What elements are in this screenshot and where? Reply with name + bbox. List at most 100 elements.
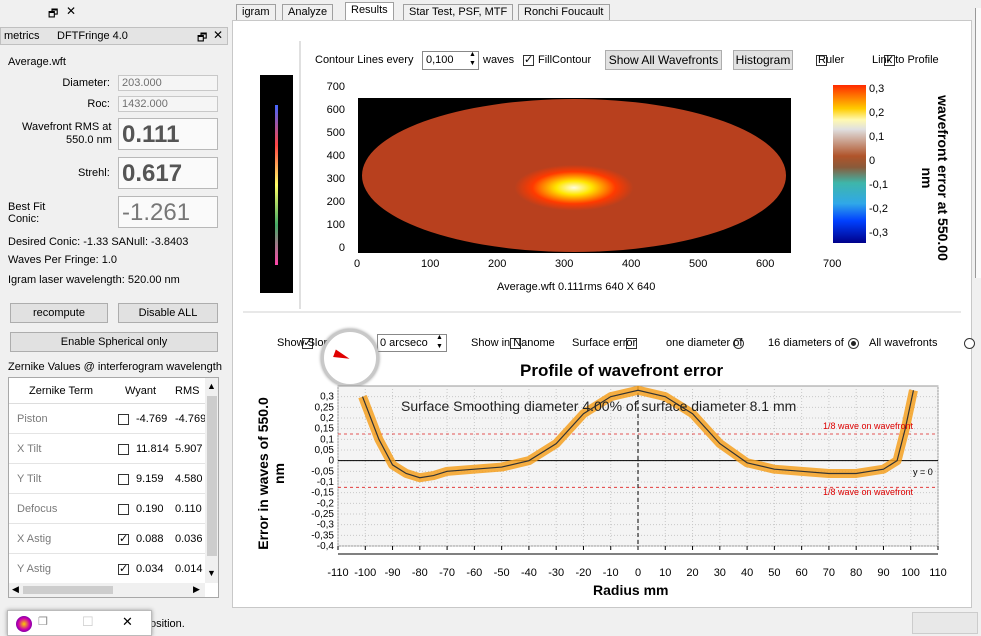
taskbar-thumbnail[interactable]: ❐ ☐ ✕ <box>7 610 152 636</box>
contour-spinbox[interactable]: 0,100 ▲ ▼ <box>422 51 479 70</box>
close-icon[interactable]: ✕ <box>66 4 77 18</box>
scroll-thumb[interactable] <box>207 396 217 556</box>
show-slope-checkbox[interactable] <box>302 336 314 349</box>
scroll-down-icon[interactable]: ▼ <box>207 568 216 578</box>
status-box <box>912 612 978 634</box>
scroll-up-icon[interactable]: ▲ <box>207 381 216 391</box>
spin-up-icon[interactable]: ▲ <box>469 51 476 58</box>
zernike-row[interactable]: X Tilt 11.814 5.907 <box>9 434 205 464</box>
float-icon[interactable]: 🗗 <box>197 32 208 44</box>
roc-field[interactable]: 1432.000 <box>118 96 218 112</box>
ruler-checkbox[interactable] <box>816 54 828 66</box>
contour-x-tick: 100 <box>421 258 440 270</box>
profile-x-tick: 80 <box>850 567 862 579</box>
zernike-row[interactable]: Y Tilt 9.159 4.580 <box>9 464 205 494</box>
profile-x-tick: 60 <box>796 567 808 579</box>
all-wavefronts-radio[interactable] <box>963 337 975 349</box>
sixteen-diameters-radio[interactable] <box>848 337 860 349</box>
status-bar: osition. <box>0 609 981 636</box>
spin-up-icon[interactable]: ▲ <box>436 334 443 341</box>
show-all-wavefronts-button[interactable]: Show All Wavefronts <box>605 50 722 70</box>
zernike-row[interactable]: Y Astig 0.034 0.014 <box>9 554 205 584</box>
spin-down-icon[interactable]: ▼ <box>469 60 476 67</box>
zernike-term: Defocus <box>17 503 58 515</box>
metrics-title: metrics <box>4 30 40 42</box>
recompute-button[interactable]: recompute <box>10 303 108 323</box>
smoothing-text: Surface Smoothing diameter 4.00% of surf… <box>401 398 796 414</box>
spin-down-icon[interactable]: ▼ <box>436 343 443 350</box>
wavefront-contour-map <box>362 99 786 252</box>
splitter[interactable] <box>299 41 301 309</box>
zernike-rms-value: 0.036 <box>175 533 203 545</box>
contour-value: 0,100 <box>426 54 454 66</box>
contour-plot[interactable]: 700 600 500 400 300 200 100 0 0 100 200 300 400 500 6… <box>321 81 842 303</box>
link-profile-checkbox[interactable] <box>884 53 896 66</box>
zernike-row[interactable]: X Astig 0.088 0.036 <box>9 524 205 554</box>
colorbar-title: wavefront error at 550.00 nm <box>919 95 951 261</box>
scroll-right-icon[interactable]: ▶ <box>193 584 200 594</box>
laser-wavelength: Igram laser wavelength: 520.00 nm <box>8 274 180 286</box>
zernike-title: Zernike Values @ interferogram wavelengt… <box>8 361 222 373</box>
dock-title-bar: metrics DFTFringe 4.0 🗗 ✕ <box>0 27 228 45</box>
zernike-enable-checkbox[interactable] <box>118 443 129 455</box>
histogram-button[interactable]: Histogram <box>733 50 793 70</box>
restore-icon[interactable]: ❐ <box>38 616 48 628</box>
profile-chart[interactable]: 0,30,250,20,150,10,050-0,05-0,1-0,15-0,2… <box>293 381 953 603</box>
surface-error-checkbox[interactable] <box>626 337 638 349</box>
profile-y-tick: 0,3 <box>320 392 334 403</box>
horizontal-splitter[interactable] <box>243 311 961 313</box>
dft-title: DFTFringe 4.0 <box>57 30 128 42</box>
zernike-row[interactable]: Defocus 0.190 0.110 <box>9 494 205 524</box>
zernike-enable-checkbox[interactable] <box>118 532 129 545</box>
top-dock-title: 🗗 ✕ <box>0 4 228 20</box>
zernike-enable-checkbox[interactable] <box>118 413 129 425</box>
zernike-wyant-value: 9.159 <box>136 473 164 485</box>
enable-spherical-button[interactable]: Enable Spherical only <box>10 332 218 352</box>
scroll-left-icon[interactable]: ◀ <box>12 584 19 594</box>
profile-y-tick: -0,05 <box>311 466 334 477</box>
vertical-scrollbar[interactable]: ▲ ▼ <box>205 378 218 583</box>
wyant-header[interactable]: Wyant <box>125 385 157 397</box>
contour-x-tick: 400 <box>622 258 641 270</box>
profile-y-tick: 0,05 <box>315 445 335 456</box>
contour-y-tick: 100 <box>326 219 345 231</box>
hscroll-thumb[interactable] <box>23 586 113 594</box>
tab-results[interactable]: Results <box>345 2 394 20</box>
tab-star-test[interactable]: Star Test, PSF, MTF <box>403 4 514 20</box>
one-diameter-label: one diameter of <box>666 337 743 349</box>
zernike-enable-checkbox[interactable] <box>118 473 129 485</box>
contour-y-tick: 700 <box>326 81 345 93</box>
maximize-icon[interactable]: ☐ <box>82 614 94 629</box>
float-icon[interactable]: 🗗 <box>48 8 59 20</box>
profile-y-tick: -0,25 <box>311 509 334 520</box>
close-icon[interactable]: ✕ <box>122 614 133 629</box>
profile-x-tick: -60 <box>466 567 482 579</box>
colorbar-tick: -0,3 <box>869 227 888 239</box>
rms-header[interactable]: RMS <box>175 385 200 397</box>
zernike-term: Y Astig <box>17 563 52 575</box>
fill-contour-checkbox[interactable] <box>523 53 534 66</box>
strip-trace <box>275 105 278 265</box>
profile-title: Profile of wavefront error <box>520 361 724 380</box>
right-side-tabs[interactable] <box>975 8 981 278</box>
zernike-enable-checkbox[interactable] <box>118 503 129 515</box>
tab-ronchi[interactable]: Ronchi Foucault <box>518 4 610 20</box>
zernike-row[interactable]: Piston -4.769 -4.769 <box>9 404 205 434</box>
tab-igram[interactable]: igram <box>236 4 276 20</box>
colorbar-tick: 0,2 <box>869 107 885 119</box>
zernike-enable-checkbox[interactable] <box>118 562 129 575</box>
one-diameter-radio[interactable] <box>733 337 745 349</box>
profile-x-tick: -90 <box>385 567 401 579</box>
arcsec-spinbox[interactable]: 0 arcseco ▲ ▼ <box>377 334 447 352</box>
slope-compass[interactable] <box>321 329 379 387</box>
zernike-term-header[interactable]: Zernike Term <box>29 385 93 397</box>
zernike-rms-value: 0.110 <box>175 503 202 515</box>
close-icon[interactable]: ✕ <box>213 28 224 42</box>
colorbar <box>833 85 866 243</box>
diameter-field[interactable]: 203.000 <box>118 75 218 91</box>
tab-analyze[interactable]: Analyze <box>282 4 334 20</box>
horizontal-scrollbar[interactable]: ◀ ▶ <box>9 583 205 597</box>
disable-all-button[interactable]: Disable ALL <box>118 303 218 323</box>
show-nanometers-checkbox[interactable] <box>510 337 522 349</box>
profile-x-tick: -70 <box>439 567 455 579</box>
